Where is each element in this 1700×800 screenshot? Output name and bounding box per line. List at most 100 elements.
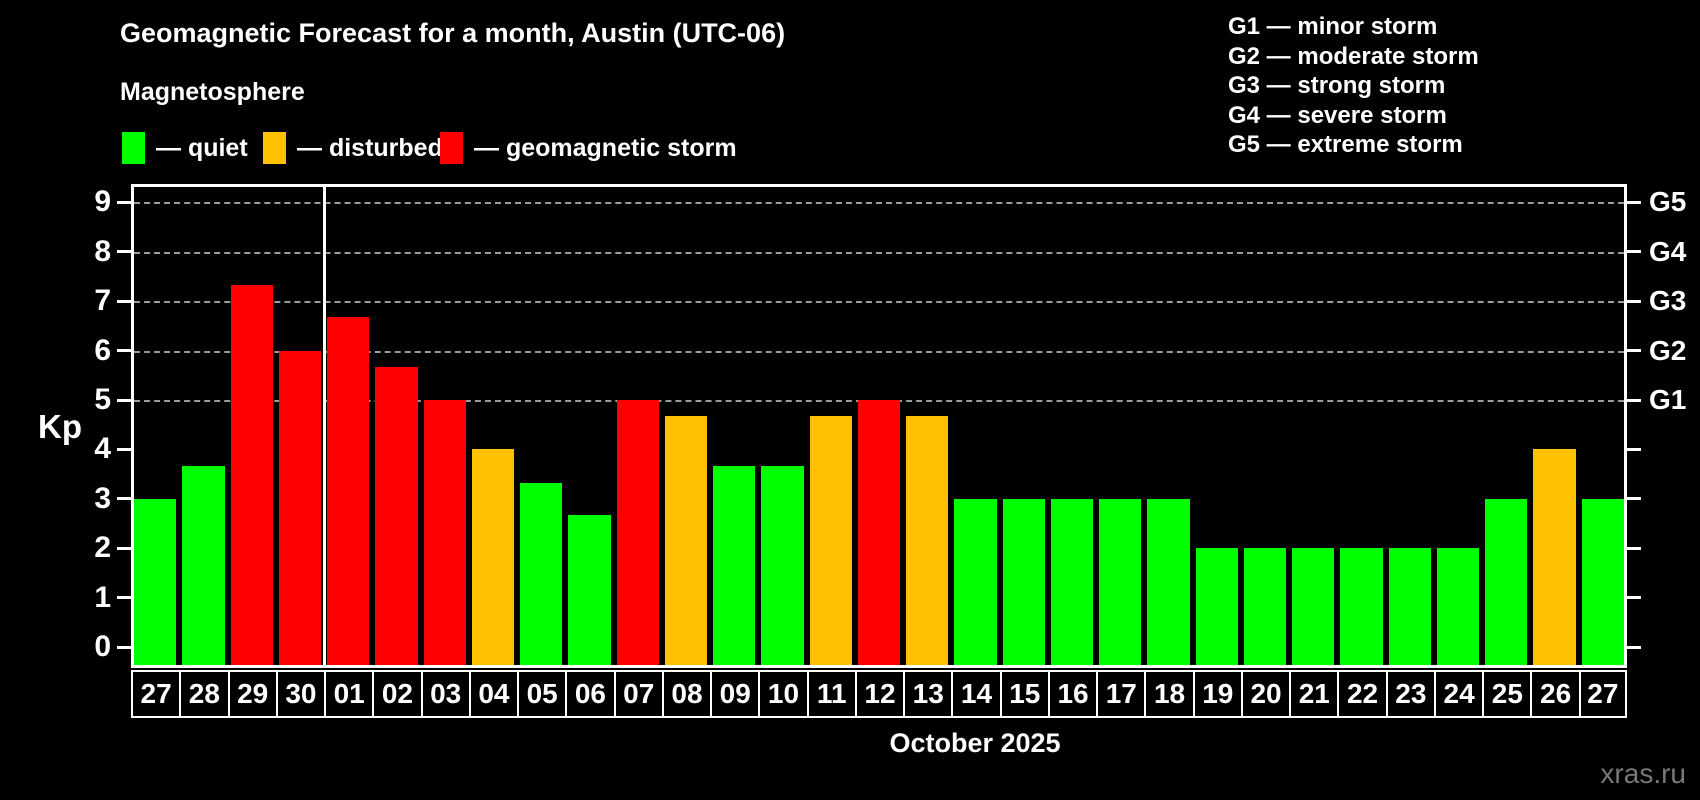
kp-bar	[520, 482, 563, 665]
kp-bar	[1533, 449, 1576, 665]
kp-bar	[1292, 548, 1335, 665]
date-label-03: 03	[420, 670, 471, 718]
y-axis-tick	[117, 447, 131, 451]
date-label-30: 30	[275, 670, 327, 718]
y-axis-tick	[117, 546, 131, 550]
gridline-kp6	[134, 350, 1624, 353]
legend-item-disturbed: — disturbed	[263, 132, 443, 164]
plot-area	[131, 184, 1627, 668]
kp-bar	[1340, 548, 1383, 665]
right-axis-tick	[1627, 250, 1641, 254]
y-axis-tick	[117, 299, 131, 303]
kp-bar	[1485, 498, 1528, 665]
date-label-19: 19	[1192, 670, 1243, 718]
date-label-08: 08	[661, 670, 713, 718]
date-label-25: 25	[1482, 670, 1533, 718]
month-separator-line	[322, 187, 326, 665]
date-label-04: 04	[468, 670, 520, 718]
y-axis-tick	[117, 645, 131, 649]
kp-bar	[857, 400, 901, 665]
kp-bar	[1581, 498, 1624, 665]
right-axis-label-g3: G3	[1649, 285, 1687, 317]
legend-item-storm: — geomagnetic storm	[440, 132, 737, 164]
y-tick-label: 1	[94, 580, 111, 614]
y-axis-tick	[117, 497, 131, 501]
g-legend-line-4: G4 — severe storm	[1228, 101, 1447, 129]
kp-bar	[616, 400, 659, 665]
right-axis-tick	[1627, 546, 1641, 550]
chart-subtitle: Magnetosphere	[120, 78, 305, 106]
y-axis-tick	[117, 398, 131, 402]
right-axis-tick	[1627, 349, 1641, 353]
watermark: xras.ru	[1600, 758, 1686, 789]
right-axis-tick	[1627, 447, 1641, 451]
kp-bar	[1195, 548, 1238, 665]
kp-bar	[761, 465, 804, 665]
kp-bar	[278, 350, 322, 665]
date-label-27: 27	[1578, 670, 1627, 718]
legend-item-quiet: — quiet	[122, 132, 248, 164]
legend-label-quiet: — quiet	[156, 133, 248, 162]
legend-swatch-storm	[440, 132, 463, 164]
right-axis-label-g5: G5	[1649, 186, 1687, 218]
kp-bar	[1002, 498, 1045, 665]
date-label-28: 28	[179, 670, 230, 718]
kp-bar	[230, 284, 273, 665]
kp-bar	[664, 416, 708, 665]
kp-bar	[906, 416, 949, 665]
date-label-15: 15	[999, 670, 1050, 718]
legend-swatch-quiet	[122, 132, 145, 164]
y-axis-tick	[117, 250, 131, 254]
right-axis-tick	[1627, 645, 1641, 649]
kp-bar	[1388, 548, 1431, 665]
kp-bar	[182, 465, 225, 665]
legend-swatch-disturbed	[263, 132, 286, 164]
date-label-12: 12	[854, 670, 906, 718]
kp-bar	[1099, 498, 1142, 665]
y-axis-tick	[117, 596, 131, 600]
y-tick-label: 6	[94, 333, 111, 367]
chart-title: Geomagnetic Forecast for a month, Austin…	[120, 18, 786, 48]
right-axis-label-g4: G4	[1649, 235, 1687, 267]
g-legend-line-1: G1 — minor storm	[1228, 13, 1438, 40]
date-label-09: 09	[710, 670, 761, 718]
right-axis-tick	[1627, 398, 1641, 402]
date-label-20: 20	[1240, 670, 1292, 718]
kp-bar	[1050, 498, 1094, 665]
y-tick-label: 3	[94, 481, 111, 515]
kp-bar	[1436, 548, 1480, 665]
kp-bar	[423, 400, 466, 665]
kp-bar	[327, 317, 370, 665]
y-axis-label: Kp	[38, 408, 82, 445]
date-label-11: 11	[806, 670, 857, 718]
date-label-26: 26	[1530, 670, 1581, 718]
kp-bar	[1147, 498, 1190, 665]
date-label-24: 24	[1433, 670, 1485, 718]
kp-bar	[1243, 548, 1287, 665]
date-label-06: 06	[565, 670, 616, 718]
date-label-05: 05	[517, 670, 568, 718]
date-label-22: 22	[1337, 670, 1388, 718]
kp-bar	[471, 449, 515, 665]
date-label-16: 16	[1047, 670, 1099, 718]
right-axis-tick	[1627, 596, 1641, 600]
y-tick-label: 4	[94, 432, 111, 466]
y-tick-label: 9	[94, 185, 111, 219]
g-scale-legend: G1 — minor storm G2 — moderate storm G3 — …	[1228, 12, 1479, 160]
kp-bar	[954, 498, 997, 665]
kp-bar	[375, 366, 418, 665]
g-legend-line-3: G3 — strong storm	[1228, 72, 1446, 99]
right-axis-label-g1: G1	[1649, 384, 1687, 416]
kp-bar	[134, 498, 177, 665]
right-axis-tick	[1627, 497, 1641, 501]
y-tick-label: 2	[94, 531, 111, 565]
date-label-17: 17	[1096, 670, 1147, 718]
date-label-13: 13	[903, 670, 954, 718]
y-axis-tick	[117, 349, 131, 353]
y-tick-label: 7	[94, 284, 111, 318]
right-axis-label-g2: G2	[1649, 334, 1687, 366]
right-axis-tick	[1627, 200, 1641, 204]
y-tick-label: 0	[94, 630, 111, 664]
date-label-23: 23	[1385, 670, 1436, 718]
